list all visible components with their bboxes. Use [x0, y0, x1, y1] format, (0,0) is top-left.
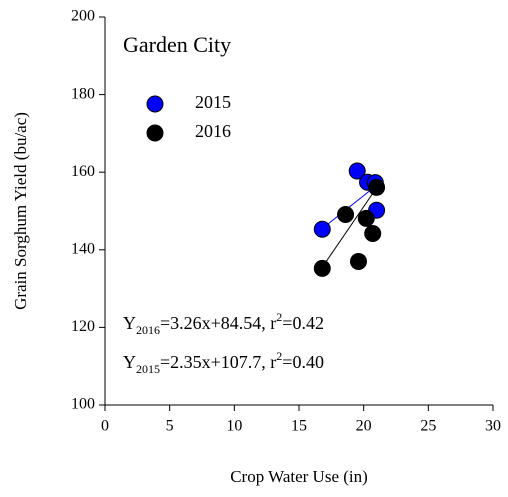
point	[368, 178, 386, 196]
x-tick-label: 10	[226, 418, 242, 435]
legend-label: 2016	[195, 121, 231, 141]
annotation-part: =2.35x+107.7, r	[160, 352, 276, 372]
annotation-part: Y	[123, 352, 136, 372]
y-tick-label: 120	[71, 318, 95, 335]
y-tick-label: 160	[71, 163, 95, 180]
x-tick-label: 5	[166, 418, 174, 435]
annotation-part: =0.42	[282, 313, 324, 333]
annotation-subscript: 2015	[136, 362, 160, 376]
legend-marker	[146, 124, 164, 142]
fit-line	[321, 187, 378, 268]
x-tick-label: 25	[420, 418, 436, 435]
annotation-superscript: 2	[276, 310, 282, 324]
annotation-part: Y	[123, 313, 136, 333]
x-tick-label: 20	[356, 418, 372, 435]
annotation: Y2016=3.26x+84.54, r2=0.42	[123, 310, 324, 337]
x-tick-label: 30	[485, 418, 501, 435]
chart-title: Garden City	[123, 32, 231, 57]
annotation-part: =3.26x+84.54, r	[160, 313, 276, 333]
y-axis-label: Grain Sorghum Yield (bu/ac)	[11, 112, 30, 310]
annotation-subscript: 2016	[136, 323, 160, 337]
point	[357, 209, 375, 227]
y-tick-label: 140	[71, 240, 95, 257]
x-tick-label: 0	[101, 418, 109, 435]
legend-label: 2015	[195, 92, 231, 112]
x-axis-label: Crop Water Use (in)	[230, 467, 368, 486]
point	[337, 205, 355, 223]
y-tick-label: 200	[71, 8, 95, 25]
annotation: Y2015=2.35x+107.7, r2=0.40	[123, 349, 324, 376]
annotation-superscript: 2	[276, 349, 282, 363]
legend-marker	[146, 95, 164, 113]
point	[349, 252, 367, 270]
point	[313, 220, 331, 238]
fit-line	[321, 185, 377, 229]
x-tick-label: 15	[291, 418, 307, 435]
point	[364, 225, 382, 243]
point	[348, 162, 366, 180]
annotation-part: =0.40	[282, 352, 324, 372]
y-tick-label: 100	[71, 396, 95, 413]
y-tick-label: 180	[71, 85, 95, 102]
point	[313, 259, 331, 277]
